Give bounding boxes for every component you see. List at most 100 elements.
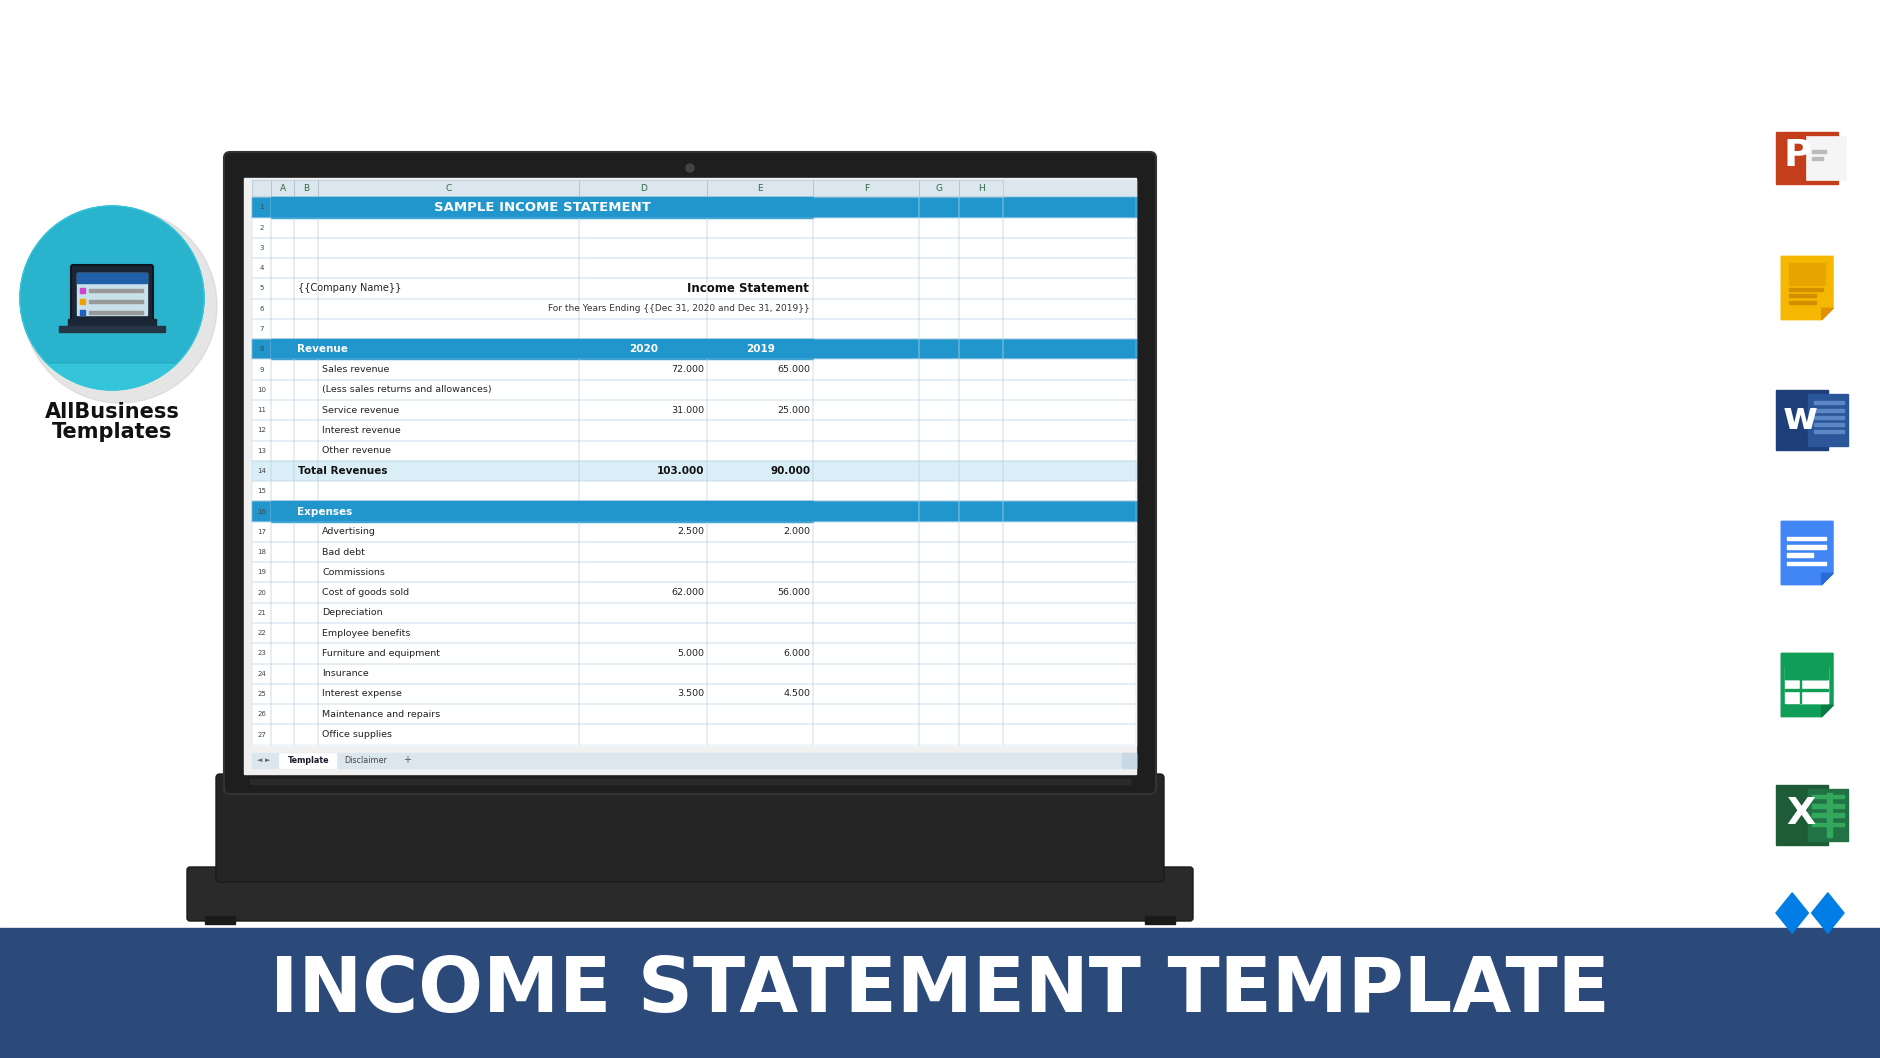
Bar	[318, 623, 579, 643]
Text: 6.000: 6.000	[782, 649, 810, 658]
Bar	[252, 380, 1136, 400]
Bar	[1784, 677, 1827, 679]
Bar	[88, 289, 143, 292]
Bar	[1775, 132, 1837, 184]
Bar	[1002, 623, 1136, 643]
Bar	[68, 320, 156, 326]
Bar	[579, 603, 707, 623]
Text: C: C	[446, 184, 451, 194]
Bar	[1120, 753, 1136, 768]
Bar	[293, 360, 318, 380]
Bar	[293, 180, 318, 197]
Text: 3.500: 3.500	[677, 690, 703, 698]
Polygon shape	[21, 206, 203, 363]
Bar	[252, 753, 1136, 768]
Bar	[88, 311, 143, 314]
Bar	[707, 340, 812, 360]
Text: Employee benefits: Employee benefits	[321, 628, 410, 638]
Bar	[707, 238, 812, 258]
Bar	[707, 298, 812, 318]
Bar	[707, 360, 812, 380]
Bar	[318, 603, 579, 623]
Bar	[959, 420, 1002, 440]
Bar	[1812, 408, 1842, 412]
Bar	[959, 522, 1002, 542]
Bar	[252, 643, 271, 663]
Bar	[318, 542, 579, 562]
Bar	[252, 683, 271, 705]
Bar	[1810, 149, 1825, 152]
Text: INCOME STATEMENT TEMPLATE: INCOME STATEMENT TEMPLATE	[271, 954, 1609, 1028]
Bar	[252, 400, 271, 420]
Bar	[271, 603, 293, 623]
Bar	[959, 340, 1002, 360]
Bar	[812, 603, 919, 623]
Bar	[271, 380, 293, 400]
Bar	[271, 522, 293, 542]
Bar	[579, 318, 707, 340]
Bar	[252, 623, 271, 643]
Bar	[1786, 562, 1825, 565]
Bar	[252, 318, 271, 340]
Text: 90.000: 90.000	[769, 466, 810, 476]
Bar	[1807, 789, 1846, 841]
Bar	[707, 197, 812, 218]
Bar	[318, 400, 579, 420]
Bar	[318, 197, 579, 218]
Bar	[1002, 400, 1136, 420]
Bar	[252, 440, 1136, 461]
Bar	[919, 360, 959, 380]
Bar	[318, 318, 579, 340]
Bar	[271, 278, 293, 298]
Bar	[293, 218, 318, 238]
Bar	[252, 278, 1136, 298]
Bar	[959, 258, 1002, 278]
Bar	[252, 420, 1136, 440]
Bar	[252, 197, 1136, 218]
Bar	[271, 705, 293, 725]
Bar	[252, 318, 1136, 340]
Bar	[579, 461, 707, 481]
Text: 2020: 2020	[628, 344, 658, 354]
Bar	[579, 481, 707, 501]
Bar	[579, 440, 707, 461]
Bar	[1002, 705, 1136, 725]
Bar	[293, 705, 318, 725]
Bar	[293, 420, 318, 440]
Bar	[919, 218, 959, 238]
Bar	[959, 298, 1002, 318]
Text: 18: 18	[258, 549, 267, 555]
Bar	[812, 705, 919, 725]
Bar	[252, 705, 1136, 725]
Bar	[81, 299, 85, 304]
Bar	[579, 360, 707, 380]
Polygon shape	[1780, 654, 1833, 716]
Text: 11: 11	[258, 407, 267, 413]
Text: +: +	[402, 755, 412, 765]
Bar	[959, 562, 1002, 583]
Bar	[959, 705, 1002, 725]
Bar	[579, 238, 707, 258]
Text: ►: ►	[265, 758, 271, 764]
Bar	[271, 258, 293, 278]
Text: Advertising: Advertising	[321, 527, 376, 536]
Bar	[1002, 298, 1136, 318]
Bar	[919, 683, 959, 705]
Bar	[318, 501, 579, 522]
Bar	[318, 481, 579, 501]
Bar	[959, 197, 1002, 218]
Bar	[293, 603, 318, 623]
Bar	[919, 643, 959, 663]
Text: Interest expense: Interest expense	[321, 690, 402, 698]
Bar	[707, 663, 812, 683]
Bar	[337, 753, 393, 768]
Text: Depreciation: Depreciation	[321, 608, 384, 618]
Bar	[244, 178, 1136, 774]
Bar	[252, 522, 271, 542]
Bar	[271, 562, 293, 583]
Text: 21: 21	[258, 609, 267, 616]
Bar	[579, 258, 707, 278]
Bar	[1002, 522, 1136, 542]
Bar	[252, 180, 1136, 197]
Text: Other revenue: Other revenue	[321, 446, 391, 455]
